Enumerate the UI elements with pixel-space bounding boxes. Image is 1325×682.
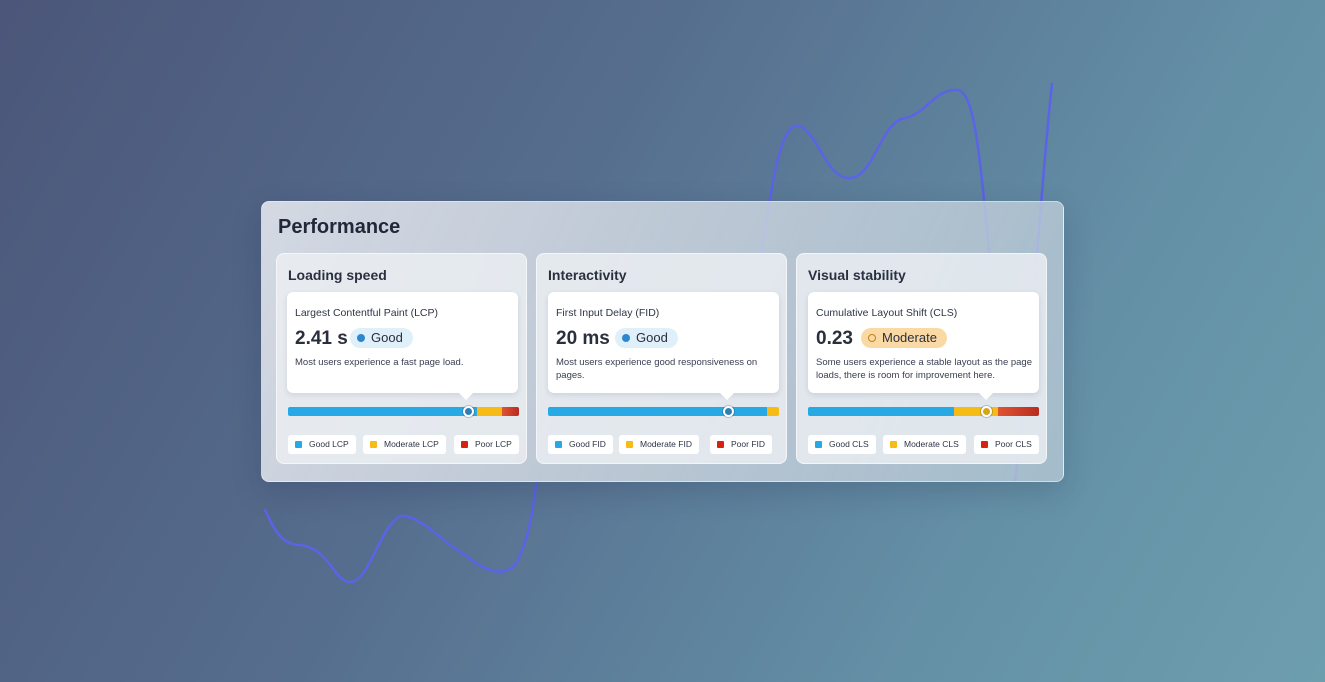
moderate-segment [954,407,998,416]
card-interactivity[interactable]: Interactivity First Input Delay (FID) 20… [536,253,787,464]
card-title: Loading speed [288,267,387,283]
poor-swatch-icon [981,441,988,448]
value-marker[interactable] [723,406,734,417]
legend-good[interactable]: Good LCP [288,435,356,454]
tooltip-pointer [719,392,735,400]
legend-moderate[interactable]: Moderate LCP [363,435,446,454]
poor-segment [998,407,1039,416]
moderate-swatch-icon [890,441,897,448]
metric-tooltip: Cumulative Layout Shift (CLS) 0.23 Moder… [808,292,1039,400]
good-segment [548,407,767,416]
status-dot-icon [622,334,630,342]
poor-swatch-icon [717,441,724,448]
card-title: Interactivity [548,267,627,283]
legend-label: Poor CLS [995,439,1032,449]
legend-moderate[interactable]: Moderate FID [619,435,699,454]
status-badge: Moderate [861,328,947,348]
legend-good[interactable]: Good CLS [808,435,876,454]
status-label: Good [371,330,403,345]
legend-moderate[interactable]: Moderate CLS [883,435,966,454]
card-loading-speed[interactable]: Loading speed Largest Contentful Paint (… [276,253,527,464]
status-badge: Good [615,328,678,348]
metric-name: Cumulative Layout Shift (CLS) [816,307,958,319]
value-marker[interactable] [463,406,474,417]
legend-poor[interactable]: Poor CLS [974,435,1039,454]
legend-label: Poor LCP [475,439,512,449]
good-segment [808,407,954,416]
value-marker[interactable] [981,406,992,417]
moderate-swatch-icon [626,441,633,448]
legend-label: Good FID [569,439,606,449]
poor-segment [502,407,519,416]
legend-label: Good LCP [309,439,349,449]
metric-tooltip: Largest Contentful Paint (LCP) 2.41 s Go… [287,292,518,400]
distribution-bar [548,406,779,417]
distribution-bar [288,406,519,417]
moderate-swatch-icon [370,441,377,448]
status-label: Good [636,330,668,345]
status-badge: Good [350,328,413,348]
good-segment [288,407,477,416]
legend-poor[interactable]: Poor FID [710,435,773,454]
status-dot-icon [868,334,876,342]
metric-description: Most users experience a fast page load. [295,357,464,368]
metric-value: 20 ms [556,328,610,349]
legend-poor[interactable]: Poor LCP [454,435,519,454]
legend-label: Moderate FID [640,439,692,449]
tooltip-pointer [978,392,994,400]
metric-tooltip: First Input Delay (FID) 20 ms Good Most … [548,292,779,400]
metric-name: First Input Delay (FID) [556,307,660,319]
metric-value: 2.41 s [295,328,348,349]
status-dot-icon [357,334,365,342]
moderate-segment [767,407,779,416]
card-title: Visual stability [808,267,906,283]
distribution-bar [808,406,1039,417]
metric-description: Some users experience a stable layout as… [816,357,1032,381]
legend-label: Poor FID [731,439,766,449]
metric-name: Largest Contentful Paint (LCP) [295,307,438,319]
panel-title: Performance [278,216,401,238]
good-swatch-icon [555,441,562,448]
status-label: Moderate [882,330,937,345]
legend-label: Moderate LCP [384,439,439,449]
card-visual-stability[interactable]: Visual stability Cumulative Layout Shift… [796,253,1047,464]
legend-label: Good CLS [829,439,869,449]
poor-swatch-icon [461,441,468,448]
legend-good[interactable]: Good FID [548,435,613,454]
moderate-segment [477,407,502,416]
performance-panel: Performance Loading speed Largest Conten… [261,201,1064,482]
legend-label: Moderate CLS [904,439,959,449]
tooltip-pointer [458,392,474,400]
good-swatch-icon [295,441,302,448]
metric-value: 0.23 [816,328,853,349]
metric-description: Most users experience good responsivenes… [556,357,758,381]
good-swatch-icon [815,441,822,448]
